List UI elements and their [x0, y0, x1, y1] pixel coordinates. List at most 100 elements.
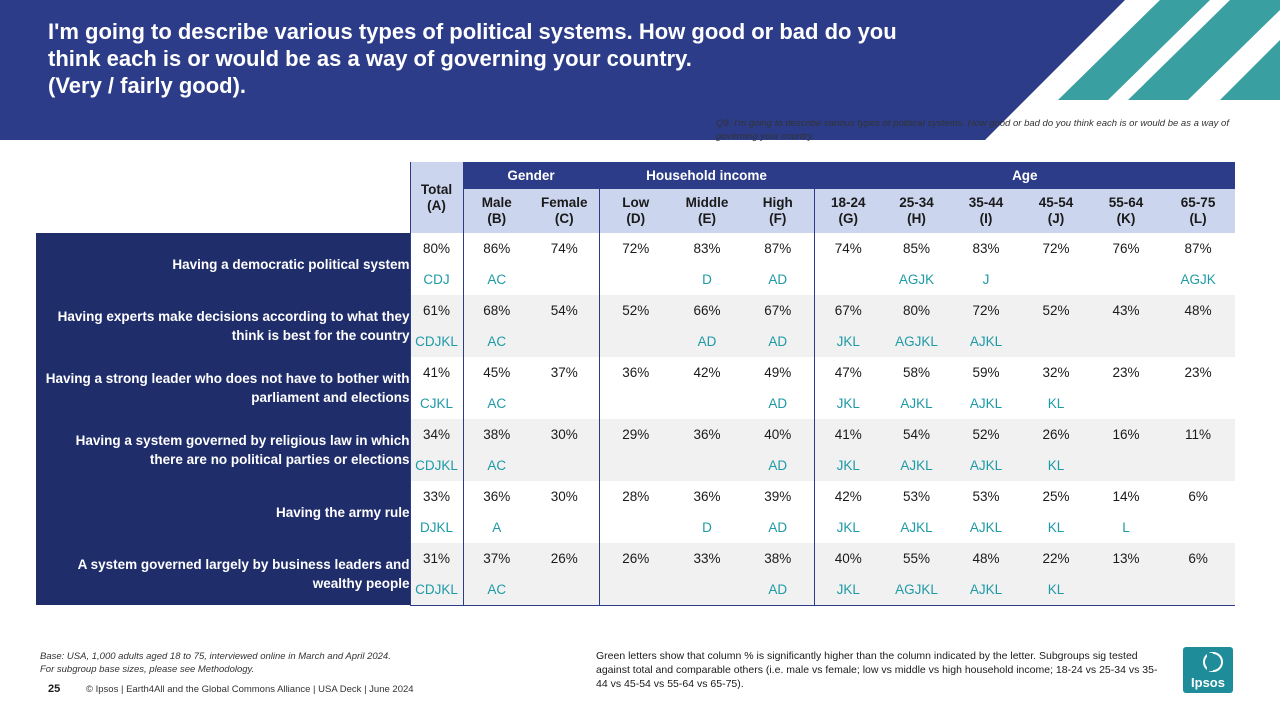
row-label: A system governed largely by business le…: [36, 543, 410, 605]
row-label: Having a strong leader who does not have…: [36, 357, 410, 419]
significance-cell: AC: [463, 326, 530, 357]
header-blue-panel: [0, 0, 1125, 140]
value-cell: 85%: [903, 241, 931, 256]
significance-cell: AJKL: [900, 520, 933, 535]
significance-cell: [1161, 512, 1235, 543]
value-cell: 58%: [903, 365, 931, 380]
significance-cell: AJKL: [969, 520, 1003, 535]
value-cell: 59%: [972, 365, 1000, 380]
col-header: Female (C): [530, 189, 600, 233]
col-header: Male (B): [463, 189, 530, 233]
value-cell: 67%: [742, 295, 815, 326]
value-cell: 6%: [1161, 543, 1236, 574]
col-header: 55-64 (K): [1091, 189, 1162, 233]
significance-cell: AGJK: [1180, 272, 1216, 287]
value-cell: 11%: [1161, 419, 1236, 450]
value-cell: 42%: [693, 365, 721, 380]
table-row: Having a strong leader who does not have…: [36, 357, 1235, 419]
value-cell: 33%: [672, 543, 743, 574]
value-cell: 74%: [550, 241, 578, 256]
col-header: High (F): [742, 189, 815, 233]
value-cell: 72%: [951, 295, 1022, 326]
table-row: Having a democratic political system 80% 8…: [36, 233, 1235, 295]
header-band: [0, 0, 1280, 140]
results-table: Total (A) Gender Household income Age Ma…: [36, 162, 1236, 606]
base-note: Base: USA, 1,000 adults aged 18 to 75, i…: [40, 651, 391, 675]
col-header: 65-75 (L): [1161, 189, 1236, 233]
significance-cell: KL: [1047, 396, 1065, 411]
value-cell: 68%: [463, 295, 530, 326]
value-cell: 80%: [882, 295, 952, 326]
significance-cell: AC: [463, 450, 530, 481]
significance-cell: AJKL: [951, 326, 1022, 357]
significance-cell: [813, 264, 883, 295]
significance-cell: AC: [487, 396, 507, 411]
significance-cell: D: [702, 520, 712, 535]
significance-cell: JKL: [813, 450, 883, 481]
row-label: Having the army rule: [36, 481, 410, 543]
significance-cell: JKL: [813, 388, 883, 419]
value-cell: 45%: [483, 365, 511, 380]
significance-cell: JKL: [813, 326, 883, 357]
value-cell: 6%: [1188, 489, 1208, 504]
row-label-text: A system governed largely by business le…: [77, 557, 410, 591]
significance-cell: CDJKL: [409, 450, 464, 481]
header-accent-stripe-2: [1128, 0, 1280, 100]
value-cell: 34%: [409, 419, 464, 450]
value-cell: 26%: [530, 543, 600, 574]
page-number: 25: [48, 683, 61, 695]
table-row: Having the army rule 33% 36% 30% 28% 36% 39% 42…: [36, 481, 1235, 543]
group-header-age: Age: [813, 162, 1236, 189]
significance-cell: [530, 388, 599, 419]
significance-cell: [1161, 450, 1236, 481]
significance-cell: [530, 450, 600, 481]
value-cell: 39%: [764, 489, 792, 504]
ipsos-logo: Ipsos: [1183, 647, 1233, 693]
significance-cell: [530, 326, 600, 357]
value-cell: 74%: [813, 233, 883, 264]
significance-cell: [1161, 326, 1236, 357]
significance-cell: L: [1122, 520, 1130, 535]
value-cell: 53%: [972, 489, 1000, 504]
significance-cell: CDJ: [409, 264, 464, 295]
significance-cell: AD: [768, 272, 788, 287]
significance-cell: AJKL: [882, 450, 952, 481]
value-cell: 83%: [972, 241, 1000, 256]
logo-mark-icon: [1203, 652, 1223, 672]
value-cell: 48%: [1161, 295, 1236, 326]
significance-cell: [598, 264, 673, 295]
value-cell: 26%: [598, 543, 673, 574]
value-cell: 87%: [1184, 241, 1212, 256]
significance-cell: [530, 264, 599, 295]
significance-cell: AC: [463, 574, 530, 606]
value-cell: 28%: [598, 481, 673, 512]
table-row: Having a system governed by religious la…: [36, 419, 1236, 481]
value-cell: 49%: [764, 365, 792, 380]
header-accent-stripe-1: [1058, 0, 1210, 100]
value-cell: 66%: [672, 295, 743, 326]
row-label: Having a system governed by religious la…: [36, 419, 410, 481]
value-cell: 38%: [463, 419, 530, 450]
value-cell: 23%: [1112, 365, 1140, 380]
value-cell: 48%: [951, 543, 1022, 574]
significance-cell: AD: [742, 574, 815, 606]
header-accent-stripe-3: [1220, 40, 1280, 100]
table-row-significance: CDJKL AC AD JKL AJKL AJKL KL: [36, 450, 1236, 481]
question-note: Q9. I'm going to describe various types …: [716, 118, 1229, 142]
table-row: A system governed largely by business le…: [36, 543, 1236, 605]
significance-cell: [672, 574, 743, 606]
table-row-significance: DJKL A D AD JKL AJKL AJKL KL L: [36, 512, 1235, 543]
significance-cell: [672, 450, 743, 481]
col-header: 18-24 (G): [813, 189, 883, 233]
significance-cell: [598, 388, 673, 419]
significance-cell: [598, 326, 673, 357]
value-cell: 16%: [1091, 419, 1162, 450]
col-header-total: Total (A): [409, 162, 464, 233]
value-cell: 29%: [598, 419, 673, 450]
value-cell: 30%: [550, 489, 578, 504]
table-row-significance: CDJKL AC AD JKL AGJKL AJKL KL: [36, 574, 1236, 606]
row-label-text: Having experts make decisions according …: [57, 309, 410, 343]
table-corner: [36, 162, 410, 233]
significance-cell: [1091, 450, 1162, 481]
significance-cell: [1091, 574, 1162, 606]
